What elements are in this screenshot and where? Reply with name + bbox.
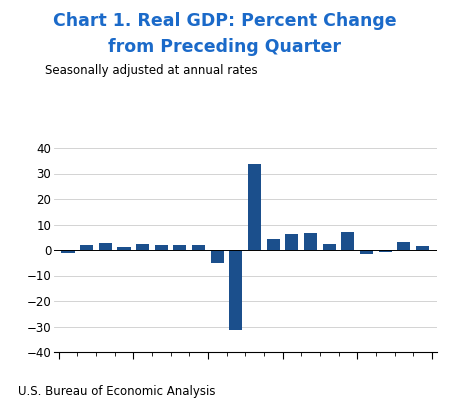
Bar (173, 245, 186, 250)
Bar (230, 250, 243, 330)
Bar (248, 164, 261, 250)
Text: U.S. Bureau of Economic Analysis: U.S. Bureau of Economic Analysis (18, 385, 216, 398)
Bar (285, 234, 298, 250)
Text: from Preceding Quarter: from Preceding Quarter (108, 38, 342, 56)
Bar (397, 242, 410, 250)
Bar (342, 232, 355, 250)
Bar (360, 250, 373, 254)
Bar (80, 245, 93, 250)
Bar (323, 244, 336, 250)
Text: Chart 1. Real GDP: Percent Change: Chart 1. Real GDP: Percent Change (53, 12, 397, 30)
Bar (192, 245, 205, 250)
Bar (136, 244, 149, 250)
Bar (267, 238, 280, 250)
Bar (211, 250, 224, 263)
Bar (378, 250, 392, 252)
Bar (155, 245, 168, 250)
Bar (117, 247, 130, 250)
Text: Seasonally adjusted at annual rates: Seasonally adjusted at annual rates (45, 64, 257, 77)
Bar (416, 246, 429, 250)
Bar (62, 250, 75, 252)
Bar (99, 243, 112, 250)
Bar (304, 233, 317, 250)
